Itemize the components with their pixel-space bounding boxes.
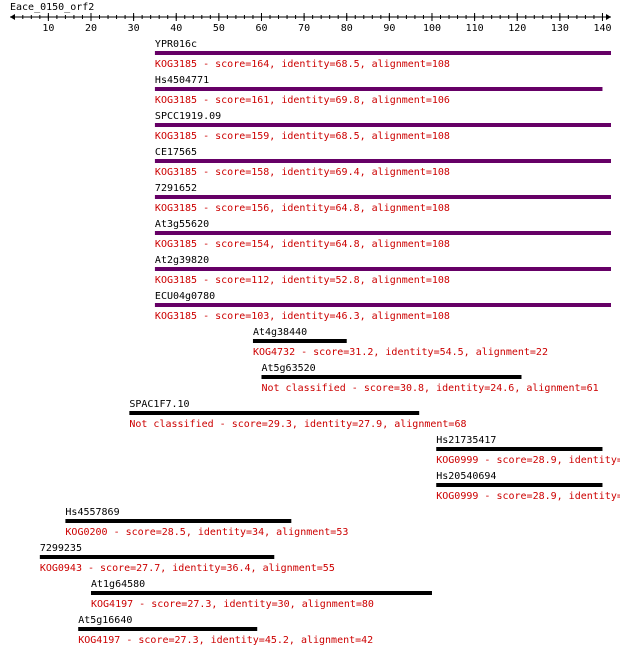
axis-tick-label: 110 [466, 23, 484, 34]
hit-bar [129, 411, 420, 415]
hit-name: Hs4504771 [155, 75, 209, 86]
hit-annotation: KOG3185 - score=158, identity=69.4, alig… [155, 167, 450, 178]
hit-annotation: KOG0999 - score=28.9, identity=0 [436, 455, 620, 466]
hit-annotation: KOG4197 - score=27.3, identity=45.2, ali… [78, 635, 373, 646]
axis-tick-label: 80 [341, 23, 353, 34]
hit-annotation: KOG4197 - score=27.3, identity=30, align… [91, 599, 374, 610]
hit-name: Hs4557869 [65, 507, 119, 518]
hit-annotation: KOG3185 - score=159, identity=68.5, alig… [155, 131, 450, 142]
hit-annotation: Not classified - score=29.3, identity=27… [129, 419, 466, 430]
hit-bar [154, 123, 611, 127]
chart-title: Eace_0150_orf2 [10, 2, 94, 13]
hit-row: At4g38440 KOG4732 - score=31.2, identity=… [252, 327, 548, 358]
query-axis: 10 20 30 40 50 60 70 80 90 100 110 120 130 140 [10, 13, 612, 34]
hit-row: At5g63520 Not classified - score=30.8, id… [261, 363, 599, 394]
axis-tick-label: 120 [508, 23, 526, 34]
hit-annotation: KOG3185 - score=161, identity=69.8, alig… [155, 95, 450, 106]
hit-row: At5g16640 KOG4197 - score=27.3, identity=… [78, 615, 373, 646]
axis-tick-label: 40 [170, 23, 182, 34]
hit-row: YPR016c KOG3185 - score=164, identity=68.… [154, 39, 611, 70]
hit-row: Hs4504771 KOG3185 - score=161, identity=6… [154, 75, 603, 106]
hit-annotation: KOG3185 - score=103, identity=46.3, alig… [155, 311, 450, 322]
axis-tick-label: 30 [128, 23, 140, 34]
hit-annotation: KOG0200 - score=28.5, identity=34, align… [65, 527, 348, 538]
hit-row: SPAC1F7.10 Not classified - score=29.3, i… [129, 399, 467, 430]
hit-name: SPAC1F7.10 [129, 399, 189, 410]
axis-tick-label: 60 [255, 23, 267, 34]
hit-name: YPR016c [155, 39, 197, 50]
hit-row: Hs4557869 KOG0200 - score=28.5, identity=… [65, 507, 348, 538]
hit-name: Hs20540694 [436, 471, 496, 482]
hit-name: At2g39820 [155, 255, 209, 266]
hit-name: At1g64580 [91, 579, 145, 590]
hit-row: ECU04g0780 KOG3185 - score=103, identity=… [154, 291, 611, 322]
hit-bar [154, 303, 611, 307]
axis-tick-label: 10 [42, 23, 54, 34]
hit-annotation: KOG3185 - score=112, identity=52.8, alig… [155, 275, 450, 286]
hit-name: At4g38440 [253, 327, 307, 338]
hit-bar [252, 339, 347, 343]
hit-bar [154, 87, 603, 91]
hit-row: 7299235 KOG0943 - score=27.7, identity=36… [39, 543, 335, 574]
axis-tick-label: 90 [383, 23, 395, 34]
hit-annotation: KOG0999 - score=28.9, identity=0 [436, 491, 620, 502]
hit-name: At5g16640 [78, 615, 132, 626]
axis-tick-label: 100 [423, 23, 441, 34]
hit-row: At1g64580 KOG4197 - score=27.3, identity=… [90, 579, 432, 610]
hit-name: At5g63520 [261, 363, 315, 374]
axis-right-arrow [606, 14, 611, 20]
hit-bar [90, 591, 432, 595]
hit-bar [65, 519, 292, 523]
hit-bar [78, 627, 258, 631]
hit-bar [39, 555, 275, 559]
hit-name: CE17565 [155, 147, 197, 158]
hit-row: Hs20540694 KOG0999 - score=28.9, identity… [436, 471, 620, 502]
hit-annotation: KOG4732 - score=31.2, identity=54.5, ali… [253, 347, 548, 358]
hit-name: Hs21735417 [436, 435, 496, 446]
axis-tick-label: 140 [593, 23, 611, 34]
hit-bar [154, 267, 611, 271]
hit-name: ECU04g0780 [155, 291, 215, 302]
hit-bar [154, 159, 611, 163]
hit-name: 7291652 [155, 183, 197, 194]
hit-bar [154, 231, 611, 235]
hit-name: At3g55620 [155, 219, 209, 230]
hit-annotation: Not classified - score=30.8, identity=24… [261, 383, 598, 394]
axis-left-arrow [10, 14, 15, 20]
hit-bar [436, 447, 603, 451]
hit-row: SPCC1919.09 KOG3185 - score=159, identity… [154, 111, 611, 142]
hit-bar [154, 51, 611, 55]
hit-row: At2g39820 KOG3185 - score=112, identity=5… [154, 255, 611, 286]
hit-bar [261, 375, 522, 379]
hit-annotation: KOG3185 - score=156, identity=64.8, alig… [155, 203, 450, 214]
hit-name: 7299235 [40, 543, 82, 554]
axis-tick-label: 50 [213, 23, 225, 34]
hit-row: At3g55620 KOG3185 - score=154, identity=6… [154, 219, 611, 250]
hit-annotation: KOG0943 - score=27.7, identity=36.4, ali… [40, 563, 335, 574]
hit-annotation: KOG3185 - score=154, identity=64.8, alig… [155, 239, 450, 250]
hit-annotation: KOG3185 - score=164, identity=68.5, alig… [155, 59, 450, 70]
hit-row: CE17565 KOG3185 - score=158, identity=69.… [154, 147, 611, 178]
axis-tick-label: 130 [551, 23, 569, 34]
hit-bar [154, 195, 611, 199]
hit-list: YPR016c KOG3185 - score=164, identity=68.… [39, 39, 620, 646]
hit-row: 7291652 KOG3185 - score=156, identity=64.… [154, 183, 611, 214]
hit-row: Hs21735417 KOG0999 - score=28.9, identity… [436, 435, 620, 466]
hit-bar [436, 483, 603, 487]
axis-tick-label: 70 [298, 23, 310, 34]
axis-tick-label: 20 [85, 23, 97, 34]
hit-name: SPCC1919.09 [155, 111, 221, 122]
